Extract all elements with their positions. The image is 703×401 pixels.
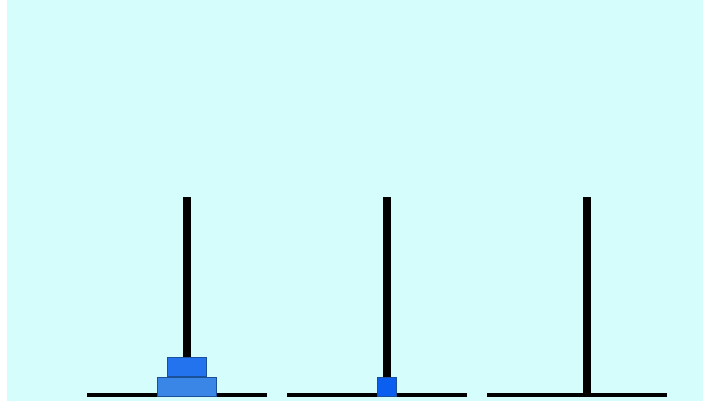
peg-right[interactable] bbox=[487, 0, 667, 401]
disk-size-1[interactable] bbox=[377, 377, 397, 397]
peg-base bbox=[487, 393, 667, 397]
peg-rod bbox=[583, 197, 591, 397]
tower-of-hanoi-board bbox=[7, 0, 703, 401]
disk-size-2[interactable] bbox=[167, 357, 207, 377]
peg-rod bbox=[183, 197, 191, 397]
disk-size-3[interactable] bbox=[157, 377, 217, 397]
peg-middle[interactable] bbox=[287, 0, 467, 401]
peg-left[interactable] bbox=[87, 0, 267, 401]
peg-rod bbox=[383, 197, 391, 397]
